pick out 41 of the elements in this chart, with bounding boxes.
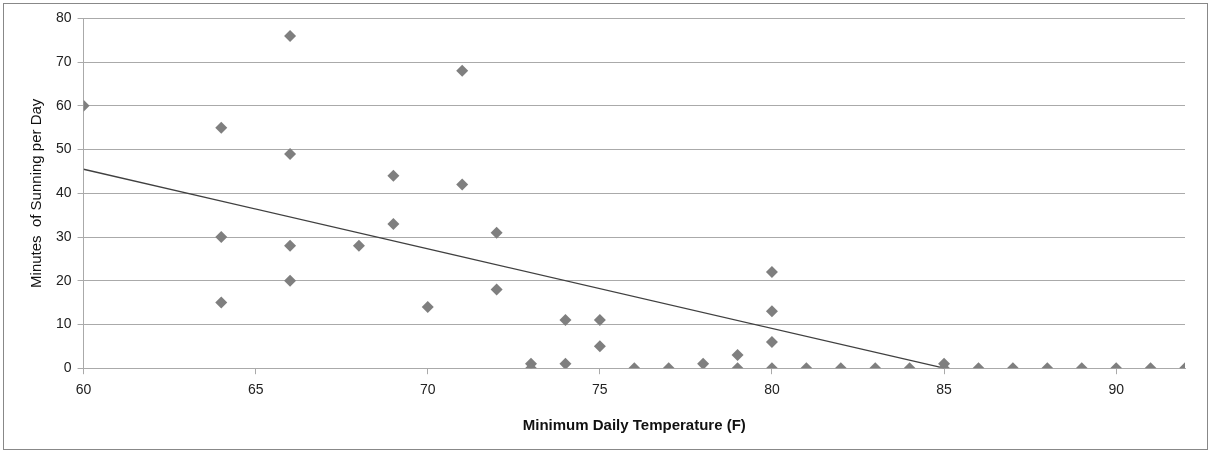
- y-tick-label: 70: [55, 52, 72, 69]
- x-axis-title: Minimum Daily Temperature (F): [522, 416, 746, 434]
- x-tick-label: 85: [936, 381, 953, 398]
- y-tick-label: 0: [63, 359, 72, 376]
- point: [215, 231, 228, 244]
- point: [559, 314, 572, 327]
- point: [284, 239, 297, 252]
- point: [421, 300, 434, 313]
- x-tick-label: 80: [764, 381, 780, 398]
- point: [765, 335, 778, 348]
- point: [765, 305, 778, 318]
- y-axis-title: Minutes of Sunning per Day: [27, 98, 45, 288]
- point: [284, 147, 297, 160]
- y-tick-label: 40: [55, 184, 72, 201]
- point: [387, 217, 400, 230]
- y-tick-label: 20: [55, 271, 72, 288]
- point: [284, 29, 297, 42]
- y-tick-label: 80: [55, 9, 72, 26]
- point: [352, 239, 365, 252]
- point: [697, 357, 710, 369]
- point: [284, 274, 297, 287]
- point: [490, 283, 503, 296]
- x-tick-label: 70: [419, 381, 436, 398]
- point: [456, 178, 469, 191]
- y-tick-label: 30: [55, 227, 72, 244]
- point: [387, 169, 400, 182]
- point: [456, 64, 469, 77]
- point: [490, 226, 503, 239]
- x-tick-label: 90: [1108, 381, 1125, 398]
- y-tick-label: 10: [55, 315, 72, 332]
- y-tick-label: 60: [55, 96, 72, 113]
- point: [215, 121, 228, 134]
- x-tick-label: 75: [592, 381, 608, 398]
- point: [593, 340, 606, 353]
- point: [215, 296, 228, 309]
- x-tick-label: 65: [247, 381, 264, 398]
- point: [593, 314, 606, 327]
- x-tick-label: 60: [75, 381, 92, 398]
- point: [559, 357, 572, 369]
- y-tick-label: 50: [55, 140, 72, 157]
- point: [765, 266, 778, 279]
